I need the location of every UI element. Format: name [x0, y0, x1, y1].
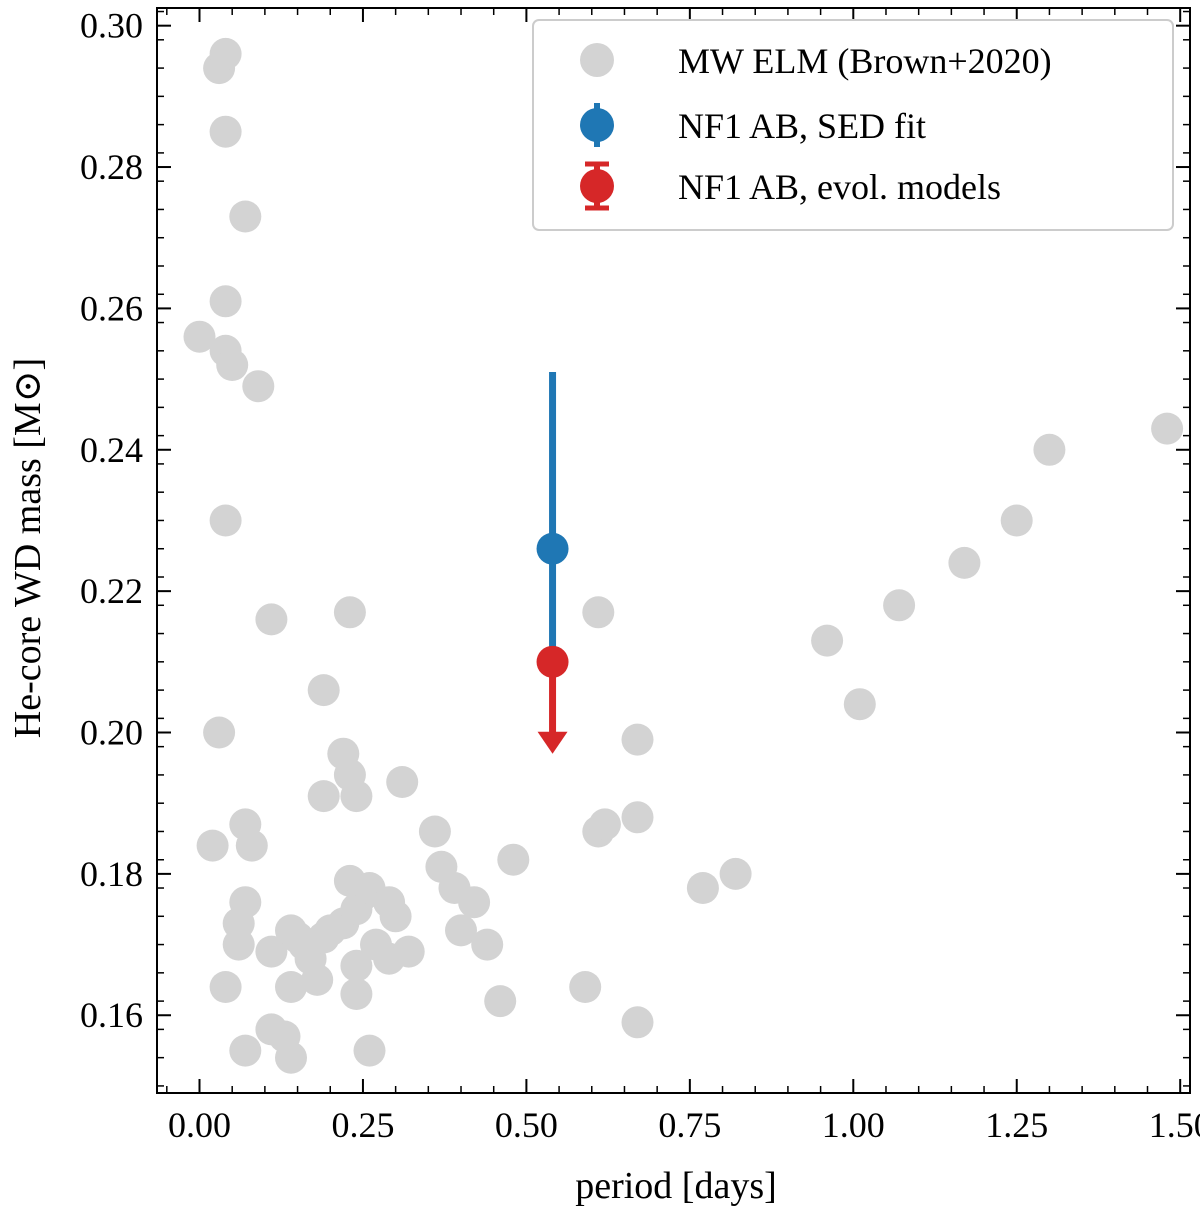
elm-point — [209, 971, 242, 1003]
y-tick-label: 0.20 — [80, 713, 143, 753]
elm-point — [340, 780, 373, 813]
elm-point — [196, 829, 229, 862]
y-tick-label: 0.22 — [80, 571, 143, 611]
elm-point — [209, 285, 242, 318]
elm-point — [242, 370, 275, 403]
elm-point — [588, 808, 621, 841]
x-tick-label: 0.00 — [168, 1105, 231, 1145]
elm-point — [229, 1034, 262, 1067]
elm-point — [216, 349, 249, 381]
evol-upper-limit-arrowhead — [537, 731, 568, 754]
elm-point — [843, 688, 876, 721]
elm-point — [301, 963, 334, 996]
elm-point — [209, 504, 242, 537]
x-tick-label: 1.25 — [985, 1105, 1048, 1145]
x-tick-label: 0.50 — [495, 1105, 558, 1145]
y-tick-label: 0.26 — [80, 288, 143, 328]
elm-point — [883, 589, 916, 622]
elm-point — [255, 935, 288, 968]
elm-point — [497, 843, 530, 876]
elm-point — [1033, 433, 1066, 466]
elm-point — [582, 596, 615, 629]
legend-marker-sed-fit — [580, 108, 614, 142]
elm-point — [948, 546, 981, 579]
elm-point — [621, 1006, 654, 1039]
y-tick-label: 0.18 — [80, 854, 143, 894]
elm-point — [209, 115, 242, 148]
elm-point — [418, 815, 451, 848]
data-marks — [183, 37, 1184, 1074]
elm-point — [379, 900, 412, 933]
elm-point — [621, 723, 654, 756]
elm-point — [275, 971, 307, 1003]
sed-fit-point — [536, 532, 569, 565]
legend-label-evol: NF1 AB, evol. models — [678, 167, 1001, 207]
y-axis-title: He-core WD mass [M⊙] — [7, 358, 49, 738]
legend-label-mw-elm: MW ELM (Brown+2020) — [678, 41, 1052, 81]
x-tick-label: 1.50 — [1149, 1105, 1200, 1145]
elm-point — [307, 780, 340, 813]
y-tick-label: 0.28 — [80, 147, 143, 187]
x-tick-label: 0.75 — [658, 1105, 721, 1145]
elm-point — [484, 985, 517, 1018]
elm-point — [307, 674, 340, 707]
x-tick-label: 0.25 — [331, 1105, 394, 1145]
elm-point — [811, 624, 844, 657]
legend-label-sed-fit: NF1 AB, SED fit — [678, 106, 926, 146]
y-tick-label: 0.30 — [80, 6, 143, 46]
legend-marker-evol — [580, 169, 614, 203]
y-tick-label: 0.24 — [80, 430, 143, 470]
x-axis-title: period [days] — [575, 1165, 777, 1207]
elm-point — [621, 801, 654, 834]
elm-point — [1000, 504, 1033, 537]
legend: MW ELM (Brown+2020) NF1 AB, SED fit NF1 … — [532, 19, 1174, 231]
elm-point — [333, 596, 366, 629]
axis-ticks — [157, 8, 1190, 1093]
x-tick-label: 1.00 — [822, 1105, 885, 1145]
elm-point — [386, 766, 419, 798]
elm-point — [340, 978, 373, 1010]
elm-point — [183, 320, 216, 353]
elm-point — [458, 886, 491, 919]
elm-point — [255, 603, 288, 636]
elm-point — [445, 914, 477, 947]
elm-point — [209, 37, 242, 70]
elm-point — [340, 949, 373, 982]
elm-point — [719, 857, 752, 890]
elm-point — [686, 872, 719, 904]
y-tick-labels: 0.16 0.18 0.20 0.22 0.24 0.26 0.28 0.30 — [80, 6, 143, 1036]
elm-point — [569, 971, 602, 1003]
elm-point — [222, 928, 255, 961]
elm-point — [1151, 412, 1184, 445]
y-tick-label: 0.16 — [80, 995, 143, 1035]
evol-models-point — [536, 645, 569, 678]
elm-point — [353, 1034, 386, 1067]
x-tick-labels: 0.00 0.25 0.50 0.75 1.00 1.25 1.50 — [168, 1105, 1200, 1145]
elm-point — [471, 928, 504, 961]
legend-box — [532, 19, 1174, 231]
elm-point — [229, 200, 262, 233]
legend-marker-mw-elm — [580, 43, 614, 77]
elm-point — [235, 829, 268, 862]
elm-point — [275, 1041, 307, 1074]
elm-point — [203, 716, 236, 749]
plot-frame — [156, 7, 1191, 1094]
elm-point — [392, 935, 425, 968]
